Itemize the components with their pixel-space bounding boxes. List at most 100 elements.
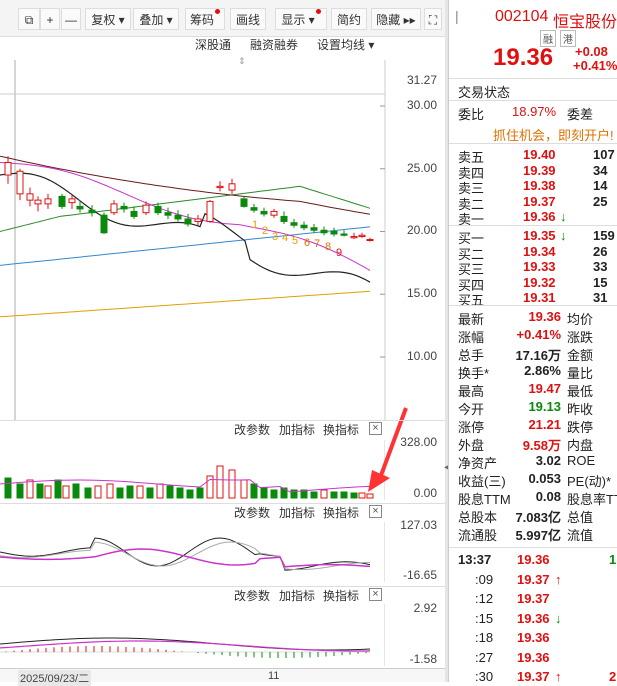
stat-value: 19.13 bbox=[528, 399, 561, 414]
close-panel-button[interactable]: × bbox=[369, 422, 382, 435]
volume-bar bbox=[320, 489, 328, 499]
volume-bar bbox=[270, 489, 278, 499]
overlay-button[interactable]: 叠加 ▾ bbox=[133, 8, 179, 30]
zoom-in-button[interactable]: + bbox=[40, 8, 60, 30]
price-axis-label: 20.00 bbox=[406, 223, 437, 237]
order-book-label: 卖二 bbox=[458, 196, 485, 212]
candle-body bbox=[26, 193, 34, 201]
volume-bar bbox=[166, 485, 174, 499]
volume-bar bbox=[72, 483, 80, 499]
order-book-volume: 33 bbox=[593, 259, 608, 274]
candle-body bbox=[120, 205, 128, 210]
candle-body bbox=[270, 210, 278, 216]
candle-body bbox=[206, 200, 214, 222]
open-account-banner[interactable]: 抓住机会，即刻开户! bbox=[493, 128, 614, 143]
volume-bar bbox=[4, 477, 12, 499]
candle-body bbox=[366, 239, 374, 242]
stat-label-right: 均价 bbox=[567, 312, 594, 327]
change-params-button[interactable]: 改参数 bbox=[234, 589, 271, 603]
chips-button[interactable]: 筹码 bbox=[185, 8, 225, 30]
panel-splitter[interactable] bbox=[445, 0, 448, 682]
stat-label: 换手* bbox=[458, 366, 490, 381]
hide-button[interactable]: 隐藏 ▸▸ bbox=[371, 8, 421, 30]
ma-settings-button[interactable]: 设置均线 ▾ bbox=[317, 38, 375, 52]
ma-line bbox=[0, 290, 371, 318]
volume-chart[interactable] bbox=[0, 440, 385, 500]
indicator-line bbox=[0, 537, 371, 571]
shenzhen-connect-link[interactable]: 深股通 bbox=[195, 38, 232, 52]
candle-body bbox=[194, 218, 202, 222]
stat-label: 涨停 bbox=[458, 420, 485, 435]
drag-handle-icon[interactable]: ⇕ bbox=[238, 56, 246, 66]
price-axis-label: 15.00 bbox=[406, 286, 437, 300]
stat-label-right: 内盘 bbox=[567, 438, 594, 453]
wei-bi-value: 18.97% bbox=[512, 104, 557, 119]
close-panel-button[interactable]: × bbox=[369, 505, 382, 518]
zoom-out-button[interactable]: — bbox=[61, 8, 81, 30]
fullscreen-button[interactable]: ⛶ bbox=[424, 8, 442, 30]
candle-body bbox=[58, 195, 66, 207]
indicator1-chart[interactable] bbox=[0, 522, 385, 582]
close-panel-button[interactable]: × bbox=[369, 588, 382, 601]
order-book-label: 卖三 bbox=[458, 181, 485, 196]
volume-bar bbox=[106, 483, 114, 499]
order-book-volume: 31 bbox=[593, 290, 608, 305]
chart-toolbar: ⧉ + — 复权 ▾ 叠加 ▾ 筹码 画线 显示 ▾ 简约 隐藏 ▸▸ ⛶ bbox=[0, 0, 445, 37]
switch-indicator-button[interactable]: 换指标 bbox=[323, 589, 360, 603]
stat-label-right: 量比 bbox=[567, 366, 594, 381]
candle-body bbox=[358, 234, 366, 238]
stat-value: 0.053 bbox=[528, 471, 561, 486]
price-axis-label: 30.00 bbox=[406, 98, 437, 112]
candle-body bbox=[280, 215, 288, 222]
candle-body bbox=[16, 170, 24, 195]
stat-value: 19.47 bbox=[528, 381, 561, 396]
change-params-button[interactable]: 改参数 bbox=[234, 423, 271, 437]
display-button[interactable]: 显示 ▾ bbox=[275, 8, 327, 30]
adjust-button[interactable]: 复权 ▾ bbox=[85, 8, 131, 30]
simple-button[interactable]: 简约 bbox=[331, 8, 367, 30]
order-book-price: 19.36 bbox=[523, 209, 556, 224]
tick-price: 19.36 bbox=[517, 552, 550, 567]
indicator2-chart[interactable] bbox=[0, 604, 385, 666]
hk-tag: 港 bbox=[560, 30, 576, 47]
tick-time: :18 bbox=[475, 630, 494, 645]
order-book-label: 卖四 bbox=[458, 165, 485, 181]
order-book-label: 卖五 bbox=[458, 150, 485, 165]
volume-bar bbox=[358, 492, 366, 499]
draw-line-button[interactable]: 画线 bbox=[230, 8, 266, 30]
add-indicator-button[interactable]: 加指标 bbox=[279, 506, 316, 520]
volume-bar bbox=[280, 487, 288, 499]
order-book-price: 19.38 bbox=[523, 178, 556, 193]
stat-value: 0.08 bbox=[535, 489, 561, 504]
order-book-label: 买五 bbox=[458, 293, 485, 308]
change-params-button[interactable]: 改参数 bbox=[234, 506, 271, 520]
back-arrow-icon[interactable]: | bbox=[455, 8, 459, 24]
volume-bar bbox=[126, 485, 134, 499]
add-indicator-button[interactable]: 加指标 bbox=[279, 423, 316, 437]
volume-bar bbox=[290, 489, 298, 499]
ma-line bbox=[0, 162, 371, 271]
notification-dot bbox=[315, 9, 321, 14]
candle-body bbox=[100, 214, 108, 234]
candle-body bbox=[130, 210, 138, 217]
tick-time: :27 bbox=[475, 649, 494, 665]
candle-body bbox=[260, 210, 268, 215]
copy-button[interactable]: ⧉ bbox=[18, 8, 40, 30]
switch-indicator-button[interactable]: 换指标 bbox=[323, 506, 360, 520]
margin-trading-link[interactable]: 融资融券 bbox=[250, 38, 299, 52]
volume-bar bbox=[94, 485, 102, 499]
volume-bar bbox=[310, 491, 318, 499]
volume-bar bbox=[84, 487, 92, 499]
collapse-arrow-icon[interactable]: ◂ bbox=[444, 462, 450, 473]
volume-bar bbox=[228, 469, 236, 499]
panel-axis-top: 127.03 bbox=[400, 518, 437, 532]
volume-ma-line bbox=[0, 478, 371, 493]
stat-label: 总手 bbox=[458, 348, 485, 363]
add-indicator-button[interactable]: 加指标 bbox=[279, 589, 316, 603]
switch-indicator-button[interactable]: 换指标 bbox=[323, 423, 360, 437]
candle-body bbox=[240, 198, 248, 207]
divider bbox=[449, 143, 617, 144]
divider bbox=[449, 78, 617, 79]
stat-label: 今开 bbox=[458, 402, 485, 417]
